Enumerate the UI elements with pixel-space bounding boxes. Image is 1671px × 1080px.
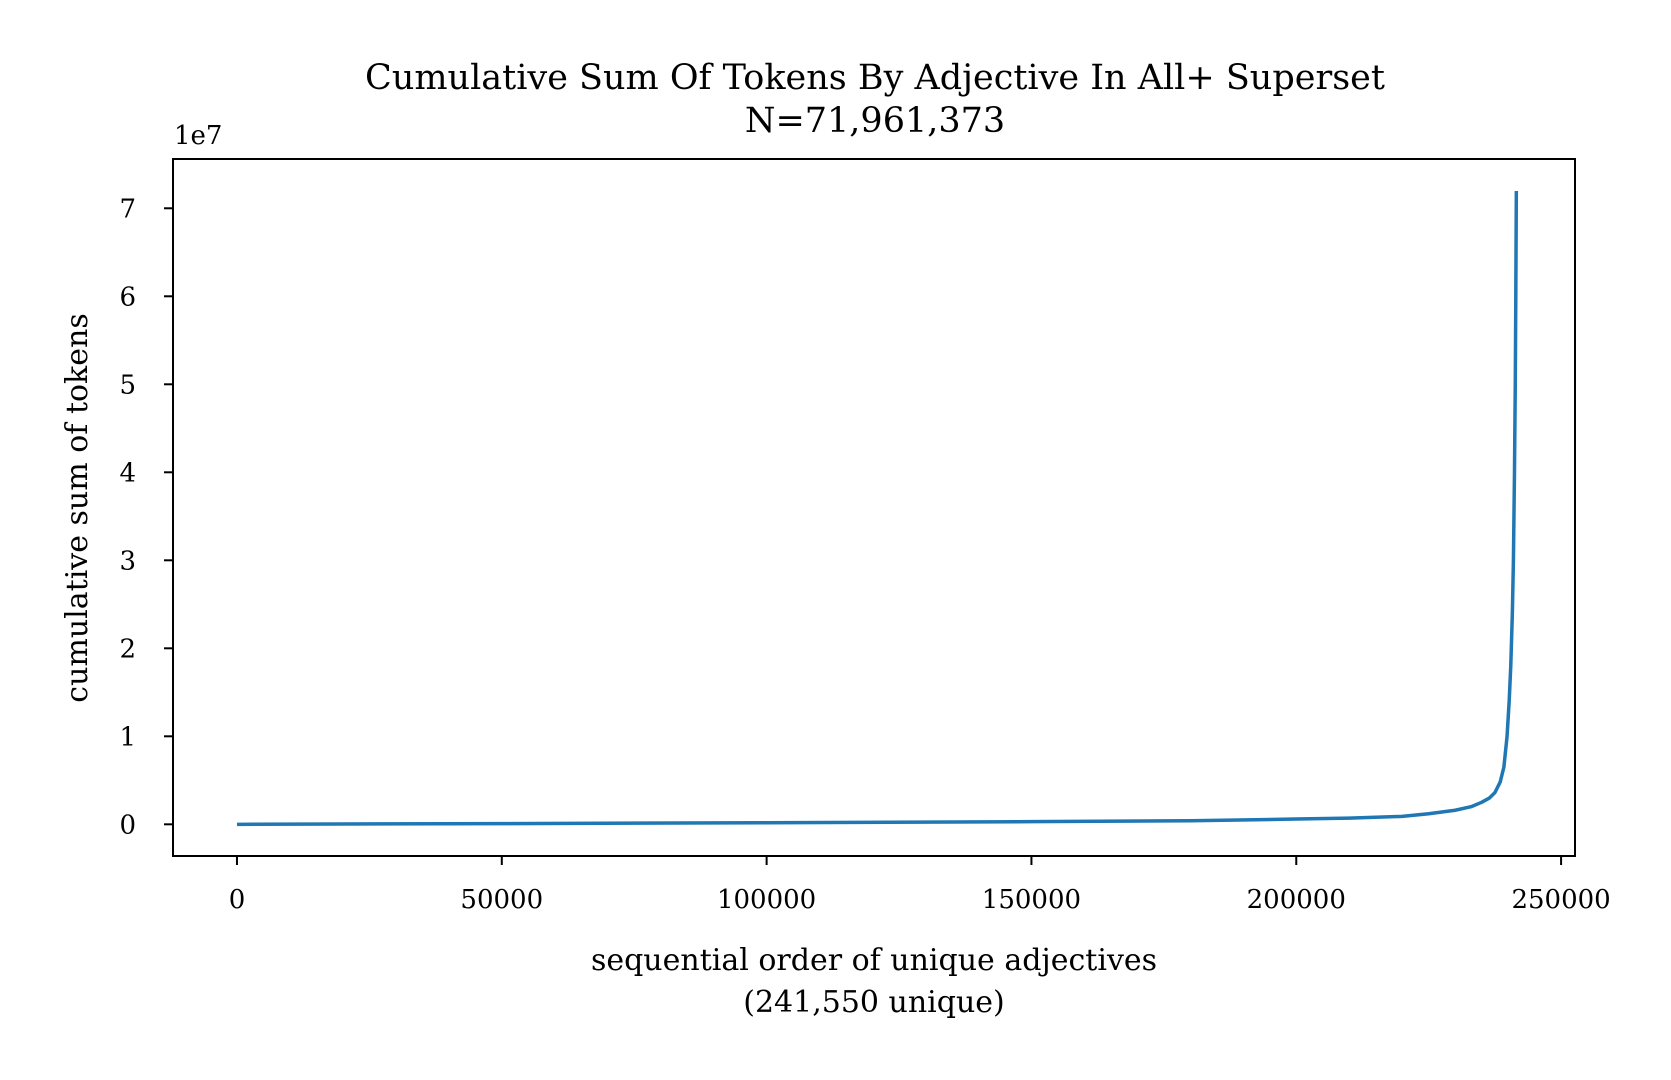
- y-tick-label: 5: [119, 370, 136, 400]
- y-tick-label: 4: [119, 458, 136, 488]
- y-tick-label: 2: [119, 634, 136, 664]
- y-tick-label: 6: [119, 282, 136, 312]
- y-axis-label: cumulative sum of tokens: [60, 313, 95, 702]
- x-tick-label: 0: [229, 885, 246, 915]
- y-tick-label: 0: [119, 810, 136, 840]
- y-tick-label: 7: [119, 194, 136, 224]
- y-tick-label: 1: [119, 722, 136, 752]
- x-tick-label: 150000: [982, 885, 1081, 915]
- plot-frame: [172, 158, 1576, 857]
- x-axis-sublabel: (241,550 unique): [743, 985, 1005, 1020]
- y-axis: 0 1 2 3 4 5 6 7: [119, 194, 173, 840]
- x-tick-label: 50000: [460, 885, 543, 915]
- series-line-0: [236, 191, 1519, 827]
- y-offset-label: 1e7: [174, 121, 222, 151]
- chart-subtitle: N=71,961,373: [745, 101, 1005, 141]
- y-tick-label: 3: [119, 546, 136, 576]
- x-tick-label: 100000: [717, 885, 816, 915]
- x-axis: 0 50000 100000 150000 200000 250000: [229, 856, 1611, 915]
- plot-area: [236, 191, 1519, 827]
- x-tick-label: 250000: [1511, 885, 1610, 915]
- x-tick-label: 200000: [1247, 885, 1346, 915]
- chart-title: Cumulative Sum Of Tokens By Adjective In…: [365, 58, 1385, 98]
- x-axis-label: sequential order of unique adjectives: [591, 943, 1157, 978]
